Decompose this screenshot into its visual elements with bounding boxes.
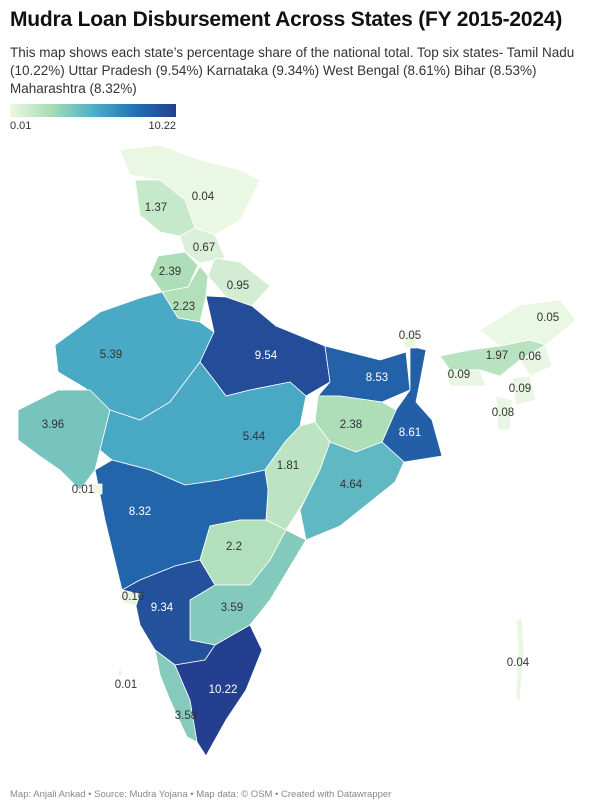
region-meghalaya-value-label: 0.09: [448, 369, 470, 381]
region-dnh-daman[interactable]: [91, 483, 103, 495]
region-west-bengal[interactable]: [381, 345, 443, 463]
region-nagaland-value-label: 0.06: [519, 351, 541, 363]
color-legend: 0.01 10.22: [10, 104, 176, 132]
chart-title: Mudra Loan Disbursement Across States (F…: [10, 8, 563, 31]
region-bihar-value-label: 8.53: [366, 372, 388, 384]
region-meghalaya[interactable]: [445, 369, 487, 387]
region-tamil-nadu[interactable]: [174, 624, 263, 757]
region-punjab-value-label: 2.39: [159, 266, 181, 278]
region-goa-value-label: 0.16: [122, 591, 144, 603]
region-maharashtra-value-label: 8.32: [129, 506, 151, 518]
region-uttar-pradesh[interactable]: [199, 295, 331, 397]
region-madhya-pradesh-value-label: 5.44: [243, 431, 266, 443]
region-bihar[interactable]: [317, 345, 411, 403]
region-ladakh-value-label: 0.04: [192, 191, 215, 203]
region-uttar-pradesh-value-label: 9.54: [255, 350, 278, 362]
legend-min: 0.01: [10, 120, 32, 132]
region-jharkhand-value-label: 2.38: [340, 419, 362, 431]
region-assam-value-label: 1.97: [486, 350, 508, 362]
region-sikkim[interactable]: [403, 331, 417, 349]
region-chhattisgarh-value-label: 1.81: [277, 460, 299, 472]
region-mizoram-value-label: 0.08: [492, 407, 514, 419]
region-jammu-kashmir-value-label: 1.37: [145, 202, 167, 214]
region-tamil-nadu-value-label: 10.22: [209, 684, 238, 696]
region-gujarat-value-label: 3.96: [42, 419, 64, 431]
legend-max: 10.22: [148, 120, 176, 132]
region-uttarakhand-value-label: 0.95: [227, 280, 249, 292]
region-kerala-value-label: 3.58: [175, 710, 197, 722]
legend-gradient: [10, 104, 176, 117]
region-karnataka-value-label: 9.34: [151, 602, 174, 614]
region-dnh-daman-value-label: 0.01: [72, 484, 94, 496]
region-telangana-value-label: 2.2: [226, 541, 242, 553]
region-lakshadweep-value-label: 0.01: [115, 679, 137, 691]
region-andaman-nicobar[interactable]: [515, 617, 525, 701]
region-rajasthan-value-label: 5.39: [100, 349, 122, 361]
region-arunachal-pradesh-value-label: 0.05: [537, 312, 559, 324]
region-sikkim-value-label: 0.05: [399, 330, 421, 342]
region-arunachal-pradesh[interactable]: [479, 299, 577, 347]
region-manipur[interactable]: [511, 375, 537, 406]
region-haryana-value-label: 2.23: [173, 301, 195, 313]
region-lakshadweep[interactable]: [117, 669, 123, 677]
region-west-bengal-value-label: 8.61: [399, 427, 421, 439]
region-odisha-value-label: 4.64: [340, 479, 363, 491]
region-nagaland[interactable]: [519, 344, 553, 377]
region-himachal-pradesh-value-label: 0.67: [193, 242, 215, 254]
region-andhra-pradesh-value-label: 3.59: [221, 602, 243, 614]
footer-credits: Map: Anjali Ankad • Source: Mudra Yojana…: [10, 789, 392, 800]
region-mizoram[interactable]: [495, 395, 513, 431]
region-odisha[interactable]: [299, 441, 405, 541]
chart-description: This map shows each state’s percentage s…: [10, 45, 575, 96]
region-manipur-value-label: 0.09: [509, 383, 531, 395]
region-andaman-nicobar-value-label: 0.04: [507, 657, 530, 669]
